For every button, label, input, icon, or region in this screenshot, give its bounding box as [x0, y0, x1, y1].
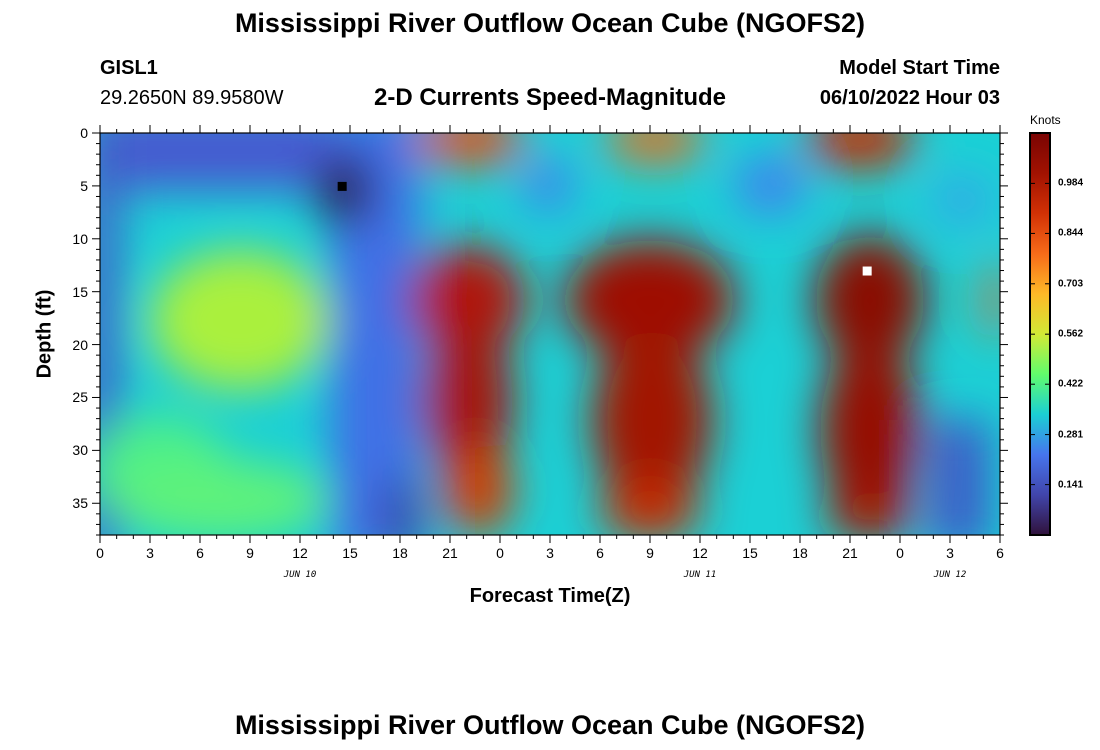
extrema-markers — [337, 181, 872, 276]
y-axis-label: Depth (ft) — [33, 289, 56, 379]
x-tick-label: 21 — [442, 545, 458, 561]
x-tick-label: 0 — [496, 545, 504, 561]
date-label: JUN 12 — [933, 570, 967, 580]
x-tick-label: 0 — [96, 545, 104, 561]
y-tick-label: 0 — [80, 125, 88, 141]
colorbar-tick-label: 0.422 — [1058, 378, 1084, 390]
chart-subtitle: 2-D Currents Speed-Magnitude — [373, 84, 727, 111]
station-id: GISL1 — [100, 57, 158, 79]
x-tick-label: 6 — [596, 545, 604, 561]
y-tick-label: 20 — [72, 336, 88, 353]
y-tick-label: 10 — [72, 230, 88, 247]
model-start-label: Model Start Time — [839, 57, 1000, 79]
date-label: JUN 11 — [683, 570, 717, 580]
y-tick-label: 15 — [72, 283, 88, 300]
x-tick-label: 3 — [946, 545, 954, 561]
y-tick-label: 25 — [72, 389, 88, 406]
x-tick-label: 6 — [996, 545, 1004, 561]
x-tick-label: 9 — [646, 545, 654, 561]
x-tick-label: 15 — [742, 545, 758, 561]
colorbar-tick-label: 0.844 — [1058, 227, 1084, 239]
x-tick-label: 12 — [692, 545, 708, 561]
footer-title: Mississippi River Outflow Ocean Cube (NG… — [234, 710, 866, 740]
colorbar-tick-label: 0.984 — [1058, 177, 1084, 189]
x-tick-label: 9 — [246, 545, 254, 561]
y-tick-label: 30 — [72, 442, 88, 459]
colorbar-tick-label: 0.141 — [1058, 479, 1084, 491]
min-marker — [337, 181, 347, 191]
x-tick-label: 6 — [196, 545, 204, 561]
colorbar-title: Knots — [1030, 113, 1061, 127]
colorbar-tick-label: 0.562 — [1058, 328, 1084, 340]
station-coords: 29.2650N 89.9580W — [100, 87, 284, 109]
colorbar-tick-label: 0.703 — [1058, 278, 1084, 290]
x-axis-ticks — [99, 125, 1001, 543]
colorbar-tick-label: 0.281 — [1058, 429, 1084, 441]
x-tick-label: 18 — [792, 545, 808, 561]
x-tick-label: 15 — [342, 545, 358, 561]
chart-title: Mississippi River Outflow Ocean Cube (NG… — [234, 8, 866, 38]
x-tick-label: 3 — [546, 545, 554, 561]
heatmap-field — [100, 133, 1000, 535]
x-tick-label: 12 — [292, 545, 308, 561]
date-label: JUN 10 — [283, 570, 317, 580]
y-axis-ticks — [92, 132, 1008, 536]
colorbar-ticks — [1030, 182, 1050, 486]
model-start-value: 06/10/2022 Hour 03 — [819, 87, 1000, 109]
x-tick-label: 18 — [392, 545, 408, 561]
x-axis-label: Forecast Time(Z) — [469, 585, 631, 607]
max-marker — [862, 266, 872, 276]
y-tick-label: 35 — [72, 495, 88, 512]
x-tick-label: 21 — [842, 545, 858, 561]
y-tick-label: 5 — [80, 177, 88, 194]
x-tick-label: 3 — [146, 545, 154, 561]
x-tick-label: 0 — [896, 545, 904, 561]
